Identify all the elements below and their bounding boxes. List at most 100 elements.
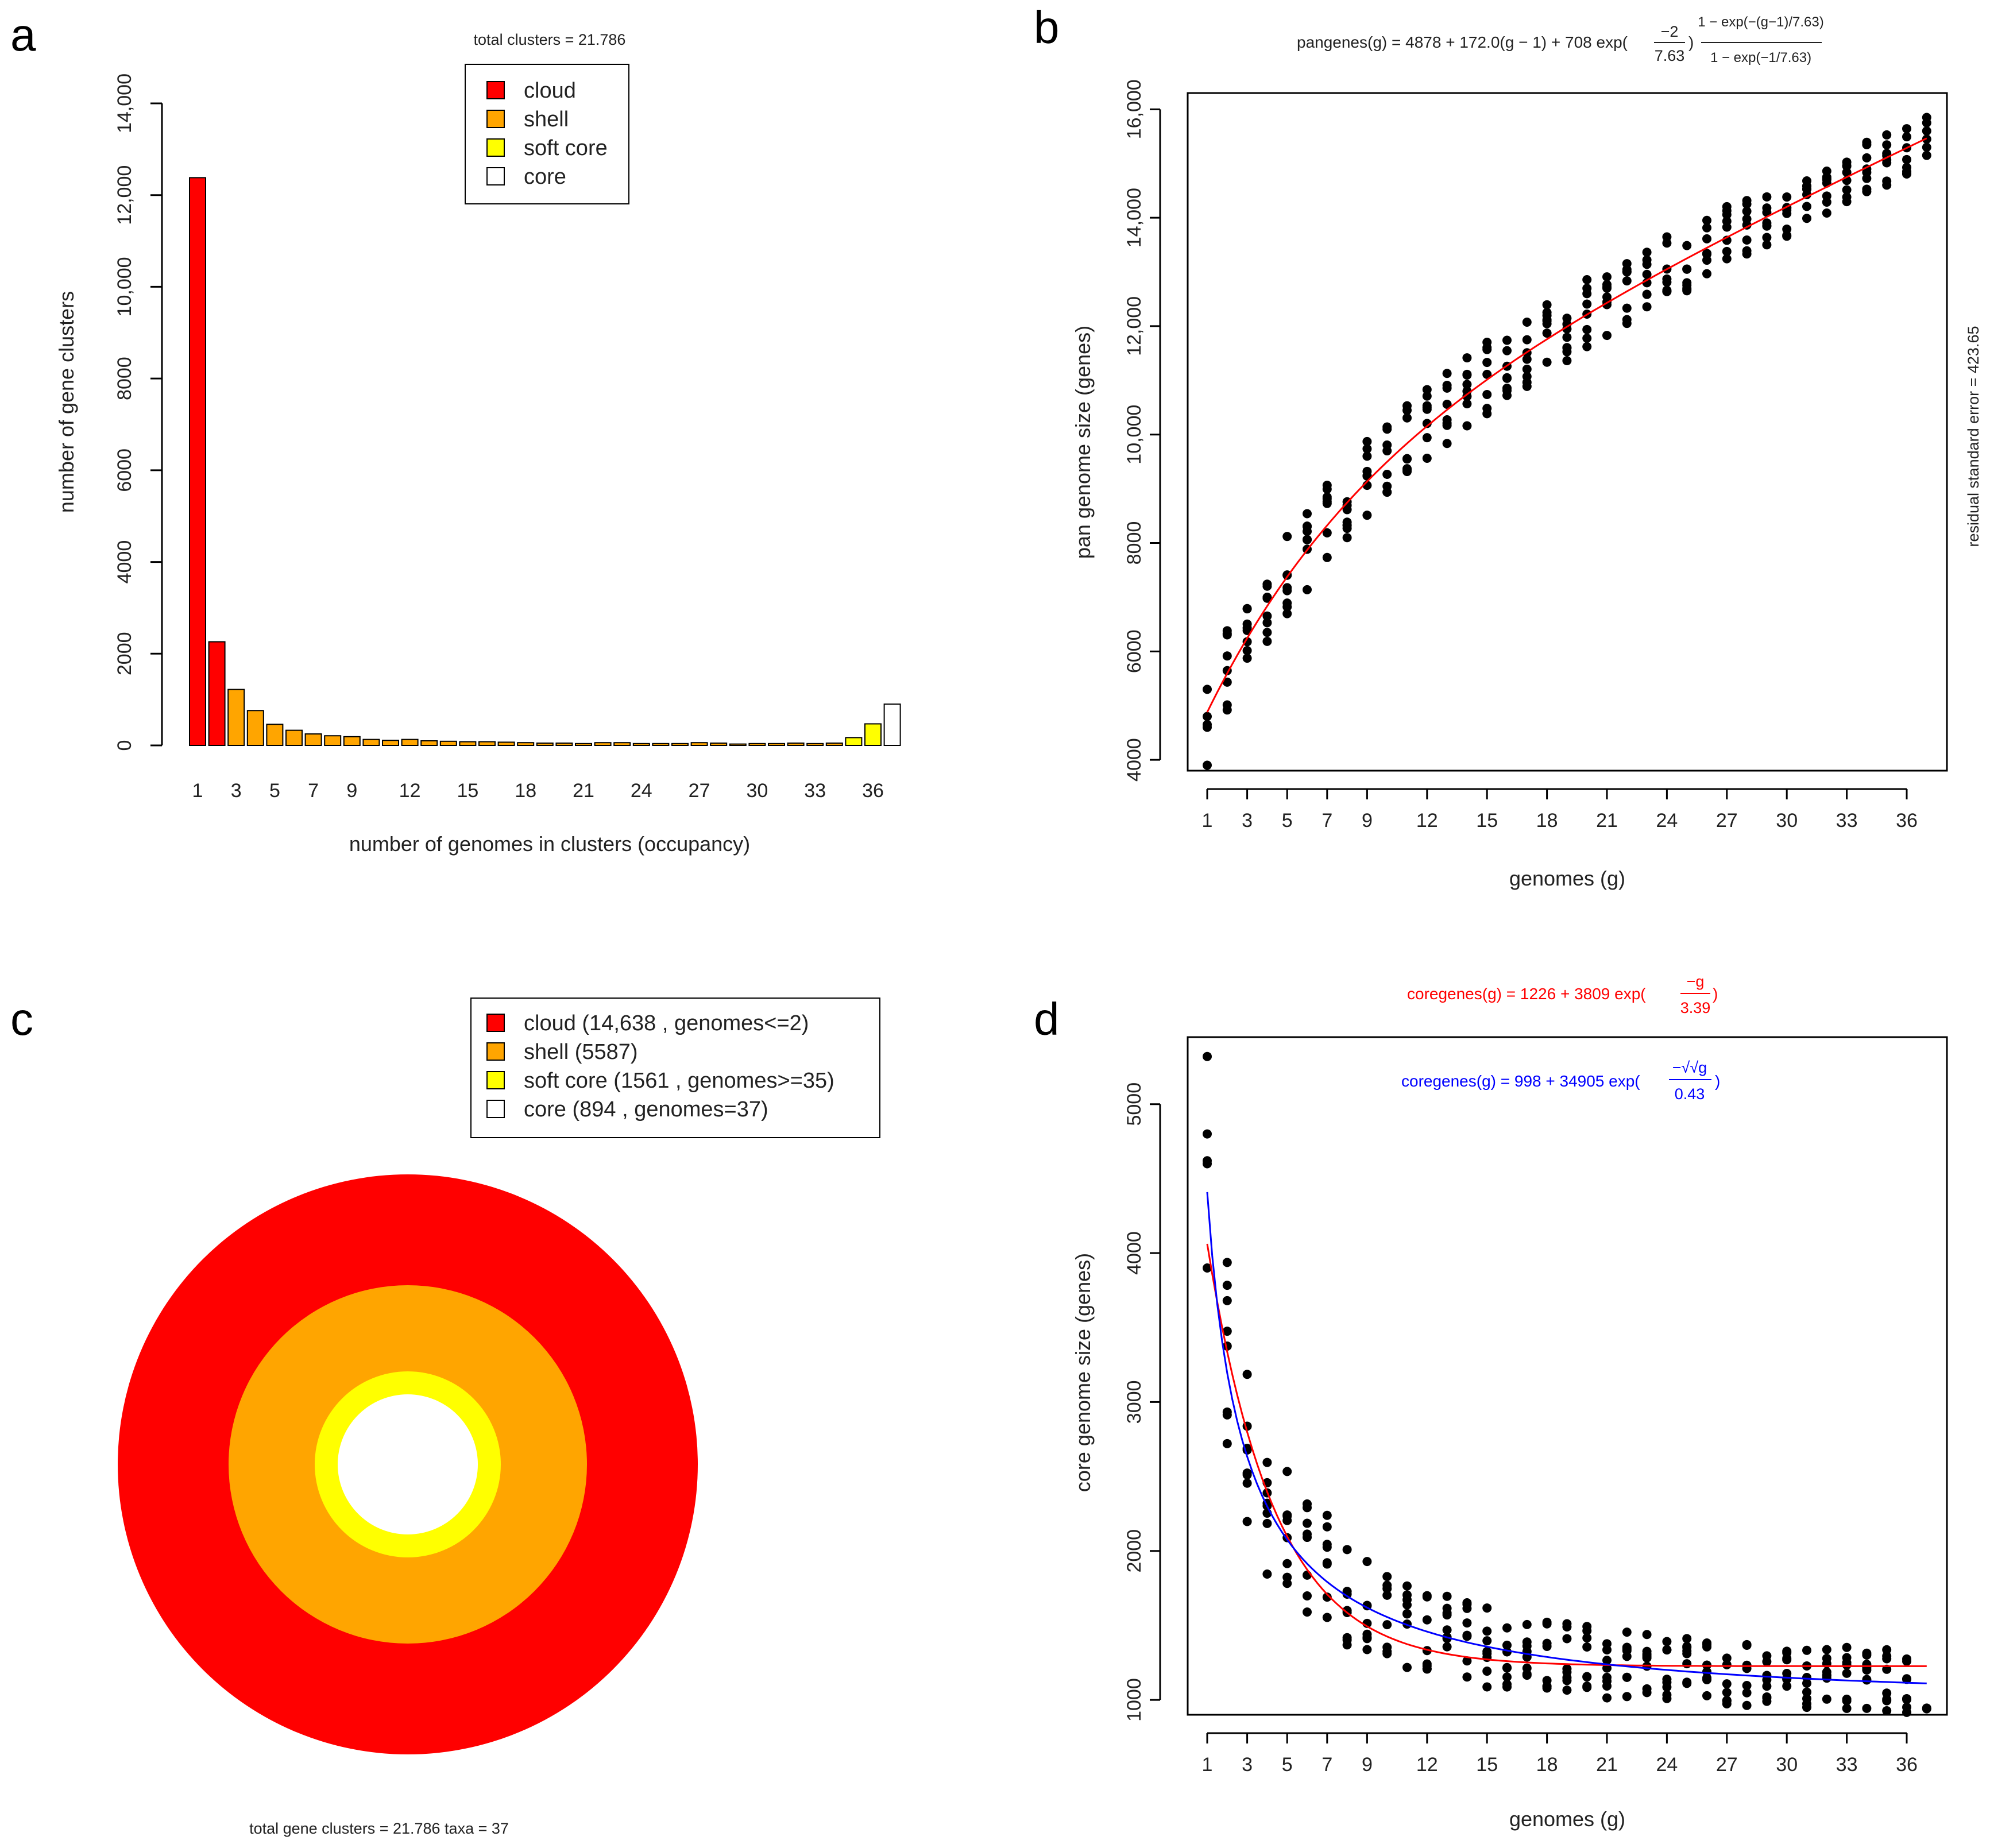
data-point [1602,1639,1612,1649]
data-point [1662,1675,1672,1684]
data-point [1342,505,1352,515]
data-point [1422,391,1432,401]
x-tick-label: 18 [1536,1754,1558,1776]
data-point [1702,269,1711,279]
data-point [1462,421,1472,431]
panel-d-x-label: genomes (g) [1509,1807,1625,1831]
data-point [1882,158,1892,168]
data-point [1342,1590,1352,1599]
data-point [1402,413,1412,423]
x-tick-label: 30 [1776,1754,1798,1776]
data-point [1682,264,1692,274]
data-point [1662,232,1672,242]
data-point [1802,214,1811,223]
x-tick-label: 24 [631,780,652,802]
data-point [1222,1258,1232,1267]
panel-d-x-ticks: 1 3 5 7 9 12 15 18 21 24 27 30 33 36 [1202,1732,1918,1776]
data-point [1622,276,1632,286]
panel-a-label: a [10,9,36,60]
panel-b-eq-paren: ) [1688,33,1694,51]
panel-c-label: c [10,993,33,1045]
data-point [1902,1695,1911,1704]
bar-occupancy-12 [401,739,419,746]
legend-swatch-cloud [486,81,505,99]
data-point [1742,1681,1752,1691]
data-point [1482,1667,1492,1676]
x-tick-label: 12 [399,780,421,802]
x-tick-label: 1 [192,780,203,802]
data-point [1562,343,1572,353]
data-point [1422,1591,1432,1600]
data-point [1862,184,1872,194]
data-point [1402,1590,1412,1600]
data-point [1262,628,1272,637]
data-point [1362,511,1372,520]
data-point [1822,1645,1831,1654]
data-point [1362,436,1372,446]
data-point [1842,1668,1852,1678]
data-point [1562,1664,1572,1673]
data-point [1762,1696,1772,1706]
data-point [1402,454,1412,464]
bar-occupancy-32 [787,743,805,747]
y-tick-label: 16,000 [1123,79,1145,139]
data-point [1482,389,1492,399]
data-point [1702,1675,1711,1684]
x-tick-label: 24 [1656,810,1678,832]
data-point [1203,1051,1212,1061]
data-point [1482,358,1492,368]
panel-d-equation-red: coregenes(g) = 1226 + 3809 exp( −g 3.39 … [1407,973,1718,1016]
data-point [1902,132,1911,142]
data-point [1622,1672,1632,1682]
panel-d-eq-blue-num: −√√g [1672,1059,1707,1076]
panel-c-caption: total gene clusters = 21.786 taxa = 37 [249,1820,509,1837]
x-tick-label: 21 [1596,810,1618,832]
data-point [1602,1676,1612,1686]
data-point [1722,1679,1732,1689]
data-point [1862,1703,1872,1713]
bar-occupancy-4 [246,710,264,747]
data-point [1582,299,1592,309]
data-point [1922,1703,1931,1713]
data-point [1442,399,1452,409]
data-point [1342,521,1352,531]
data-point [1802,1699,1811,1708]
panel-b-eq-lhs: pangenes(g) = 4878 + 172.0(g − 1) + 708 … [1297,33,1628,51]
panel-b-points [1203,113,1931,770]
panel-c-rings [118,1174,698,1754]
bar-occupancy-24 [632,743,650,746]
data-point [1442,383,1452,393]
data-point [1303,1518,1312,1528]
data-point [1782,225,1792,234]
data-point [1442,1642,1452,1652]
data-point [1582,334,1592,343]
panel-b-x-label: genomes (g) [1509,867,1625,890]
x-tick-label: 18 [1536,810,1558,832]
data-point [1402,467,1412,477]
data-point [1482,1682,1492,1692]
data-point [1402,1581,1412,1591]
data-point [1242,1370,1252,1379]
data-point [1702,234,1711,243]
panel-d-fit-red [1206,1243,1927,1667]
data-point [1902,1654,1911,1664]
data-point [1462,353,1472,363]
data-point [1222,626,1232,636]
data-point [1642,1630,1652,1640]
data-point [1582,1672,1592,1682]
data-point [1802,1645,1811,1655]
legend-swatch-core [486,167,505,185]
data-point [1882,1645,1892,1654]
data-point [1902,1674,1911,1684]
data-point [1322,492,1332,502]
data-point [1442,415,1452,425]
data-point [1562,1619,1572,1629]
bar-occupancy-19 [536,743,554,747]
data-point [1303,521,1312,531]
data-point [1782,231,1792,241]
data-point [1422,1615,1432,1625]
data-point [1742,196,1752,206]
data-point [1303,509,1312,519]
data-point [1702,1667,1711,1677]
data-point [1742,235,1752,245]
